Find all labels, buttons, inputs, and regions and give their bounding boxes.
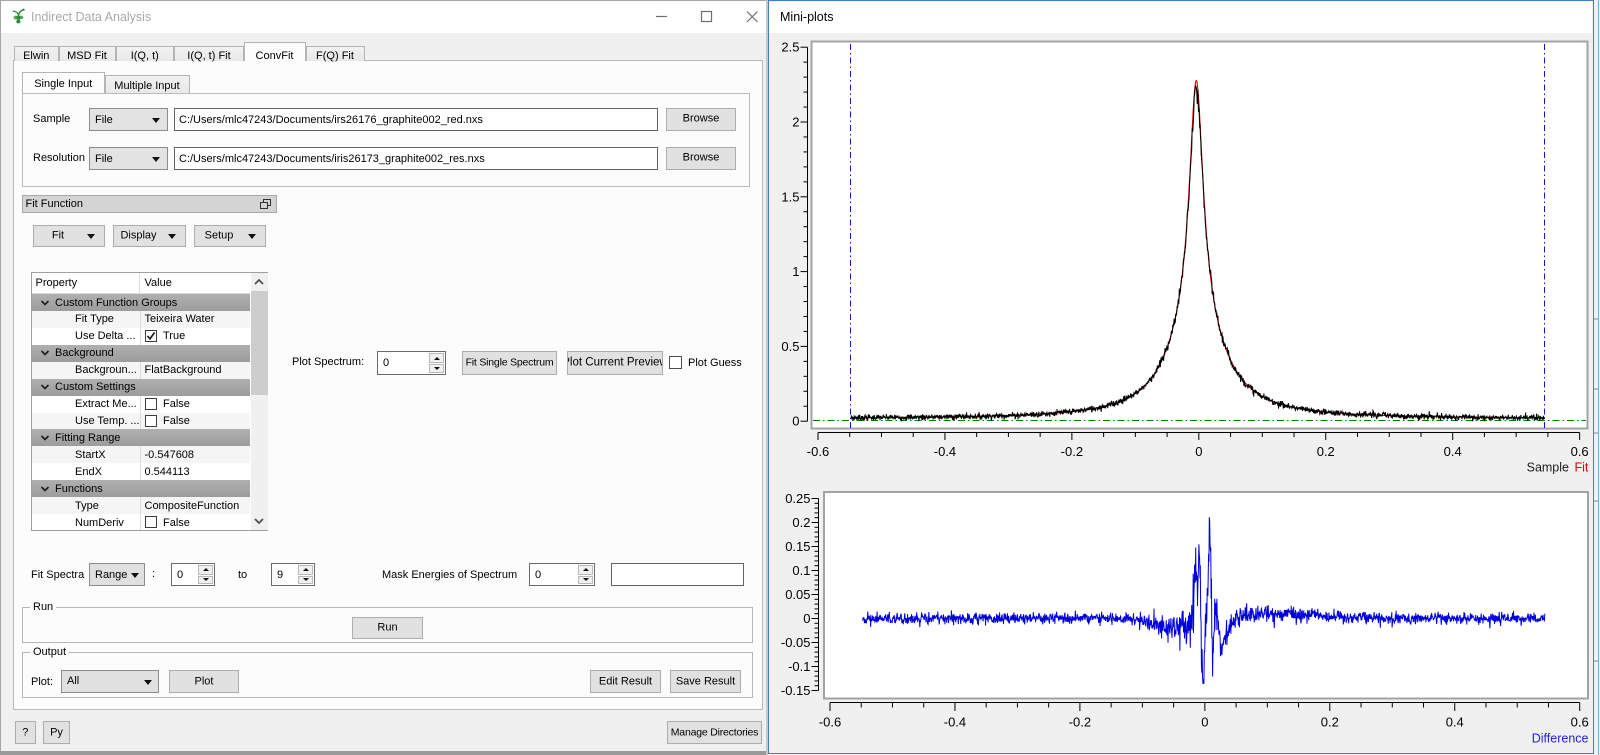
svg-text:-0.05: -0.05 [781,635,811,650]
svg-text:0.2: 0.2 [792,515,810,530]
svg-text:0.5: 0.5 [781,339,799,354]
svg-text:0: 0 [1195,444,1202,459]
svg-text:0.2: 0.2 [1321,715,1339,730]
svg-text:0: 0 [803,611,810,626]
svg-text:2.5: 2.5 [781,40,799,55]
svg-text:-0.4: -0.4 [934,444,956,459]
svg-text:Sample: Sample [1527,461,1569,475]
svg-text:-0.15: -0.15 [781,683,811,698]
svg-text:1: 1 [792,264,799,279]
svg-text:Difference: Difference [1532,732,1589,746]
svg-text:-0.4: -0.4 [944,715,966,730]
svg-text:0.4: 0.4 [1446,715,1464,730]
svg-text:-0.6: -0.6 [807,444,829,459]
svg-text:0.6: 0.6 [1571,444,1589,459]
svg-text:0.2: 0.2 [1317,444,1335,459]
svg-text:0.15: 0.15 [785,539,810,554]
svg-text:0.05: 0.05 [785,587,810,602]
svg-text:2: 2 [792,115,799,130]
svg-text:0: 0 [1201,715,1208,730]
svg-text:0.25: 0.25 [785,491,810,506]
svg-text:Fit: Fit [1575,461,1589,475]
svg-text:1.5: 1.5 [781,189,799,204]
svg-text:-0.1: -0.1 [788,659,810,674]
svg-text:0.6: 0.6 [1571,715,1589,730]
svg-text:-0.2: -0.2 [1069,715,1091,730]
svg-text:-0.6: -0.6 [819,715,841,730]
svg-text:0.1: 0.1 [792,563,810,578]
svg-text:0.4: 0.4 [1444,444,1462,459]
svg-text:0: 0 [792,414,799,429]
svg-text:-0.2: -0.2 [1061,444,1083,459]
